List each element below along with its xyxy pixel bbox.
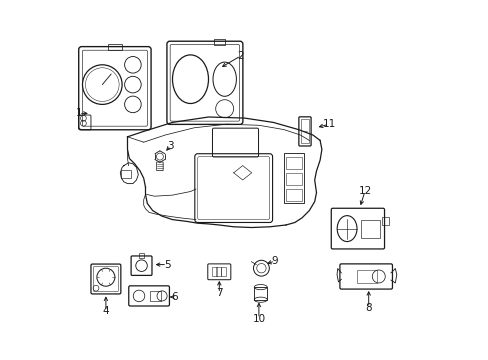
Bar (360, 220, 379, 238)
Bar (285, 173, 301, 185)
Bar (139, 253, 143, 258)
Text: 3: 3 (167, 141, 174, 151)
Text: 12: 12 (358, 186, 371, 196)
Bar (216, 267, 221, 276)
Text: 8: 8 (365, 303, 371, 313)
Bar (356, 270, 376, 283)
Text: 7: 7 (216, 288, 222, 298)
Bar (284, 153, 303, 203)
Text: 11: 11 (322, 119, 335, 129)
Bar (212, 267, 217, 276)
Text: 9: 9 (271, 256, 278, 266)
Text: 10: 10 (252, 314, 265, 324)
Bar (107, 44, 122, 50)
Text: 4: 4 (102, 306, 109, 316)
Bar (254, 287, 266, 300)
Text: 2: 2 (237, 51, 244, 61)
Text: 6: 6 (171, 292, 177, 302)
Text: 1: 1 (76, 108, 82, 118)
Bar (285, 157, 301, 169)
Text: 5: 5 (163, 260, 170, 270)
Bar (285, 189, 301, 201)
Bar (220, 267, 225, 276)
Bar (381, 217, 387, 225)
Bar (149, 291, 161, 301)
Bar (301, 119, 308, 143)
Bar (213, 40, 224, 45)
Bar (121, 170, 131, 178)
